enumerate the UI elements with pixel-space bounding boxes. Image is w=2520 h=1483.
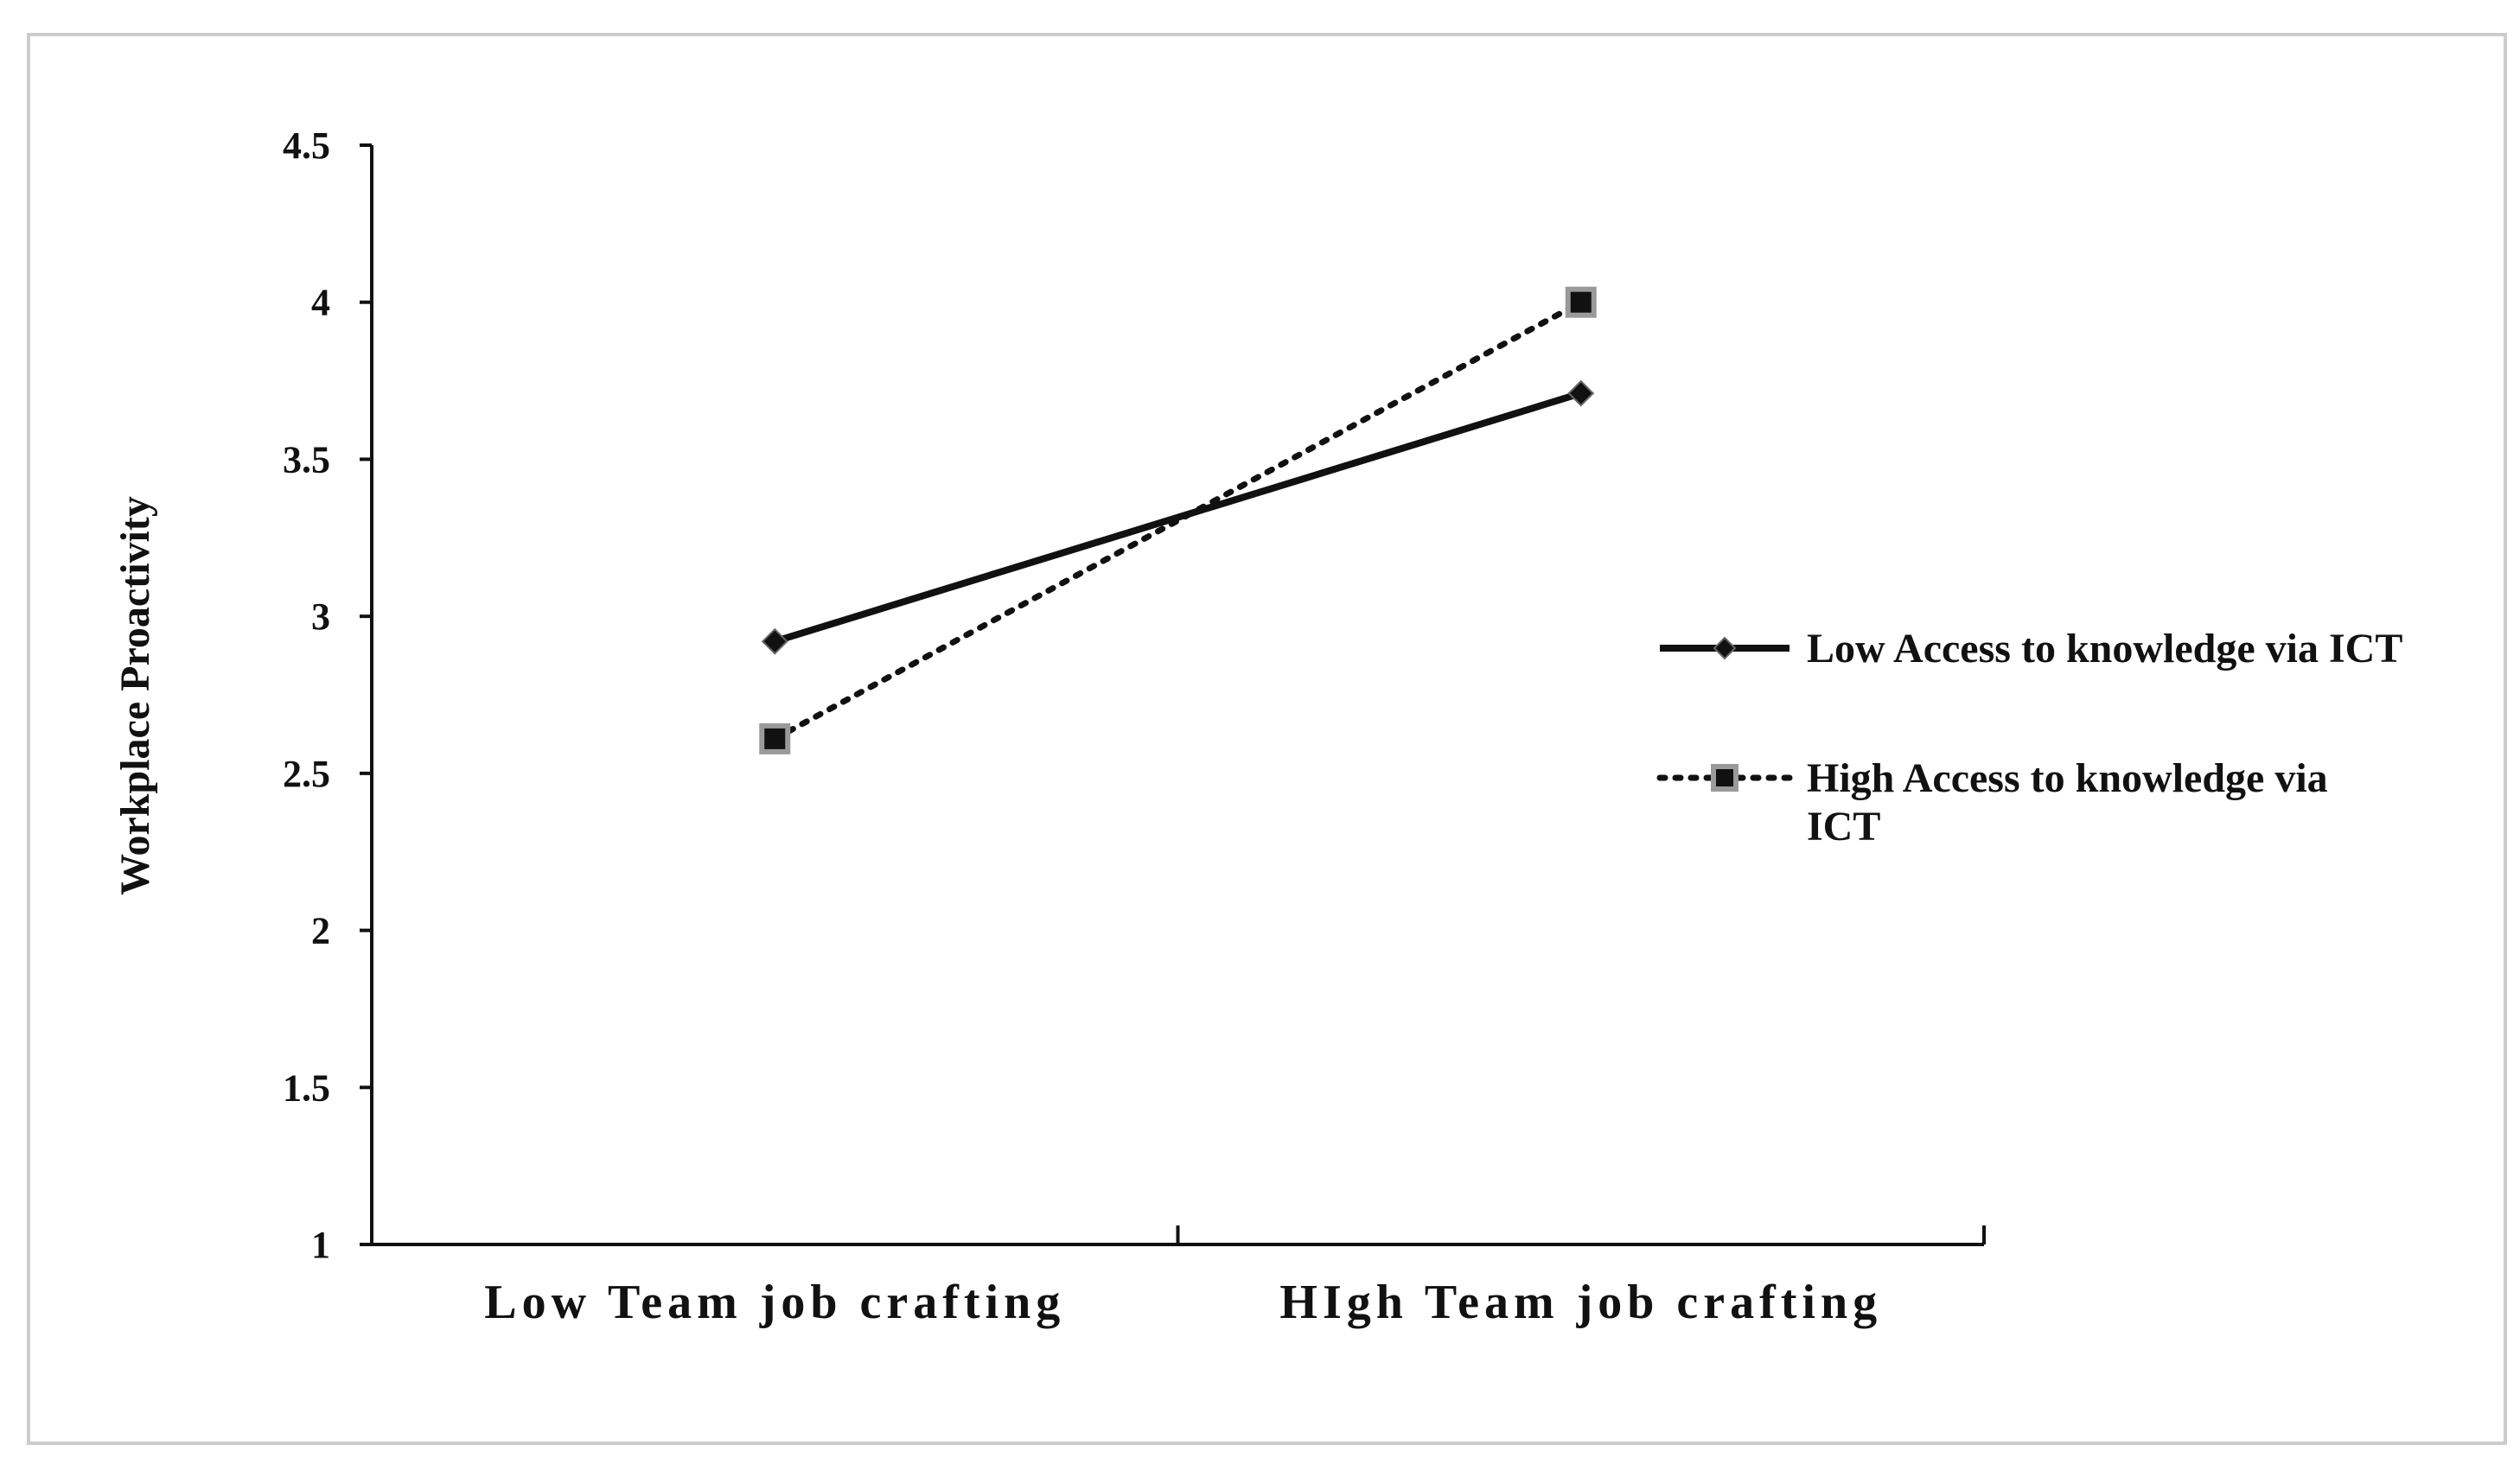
y-axis-title: Workplace Proactivity [112, 496, 158, 895]
x-category-label: Low Team job crafting [484, 1276, 1065, 1329]
y-tick-label: 3 [311, 595, 330, 638]
y-tick-label: 4.5 [283, 124, 330, 167]
diamond-marker [761, 627, 788, 655]
series-group [759, 286, 1597, 754]
legend-marker [1713, 636, 1737, 660]
y-tick-label: 2.5 [283, 753, 330, 795]
legend-label: Low Access to knowledge via ICT [1807, 626, 2402, 671]
x-category-label: HIgh Team job crafting [1279, 1276, 1882, 1329]
square-marker [1565, 286, 1597, 318]
legend-label: High Access to knowledge via [1807, 755, 2328, 801]
series-line [774, 390, 1582, 646]
y-axis-ticks: 1 1.5 2 2.5 3 3.5 4 4.5 [283, 124, 372, 1266]
y-tick-label: 1 [311, 1224, 330, 1266]
square-marker [759, 722, 791, 754]
legend-item-1: Low Access to knowledge via ICT [1660, 626, 2402, 671]
y-tick-label: 4 [311, 282, 330, 324]
legend-marker [1711, 764, 1738, 792]
series-line [771, 299, 1585, 742]
series-1 [761, 379, 1595, 655]
y-tick-label: 1.5 [283, 1066, 330, 1109]
y-tick-label: 2 [311, 910, 330, 952]
legend-label: ICT [1807, 804, 1880, 850]
diamond-marker [1567, 379, 1595, 407]
series-2 [759, 286, 1597, 754]
axes [370, 145, 1986, 1246]
legend: Low Access to knowledge via ICT High Acce… [1656, 626, 2402, 850]
x-axis-categories: Low Team job crafting HIgh Team job craft… [484, 1276, 1882, 1329]
y-tick-label: 3.5 [283, 438, 330, 481]
chart-border [27, 33, 2507, 1445]
